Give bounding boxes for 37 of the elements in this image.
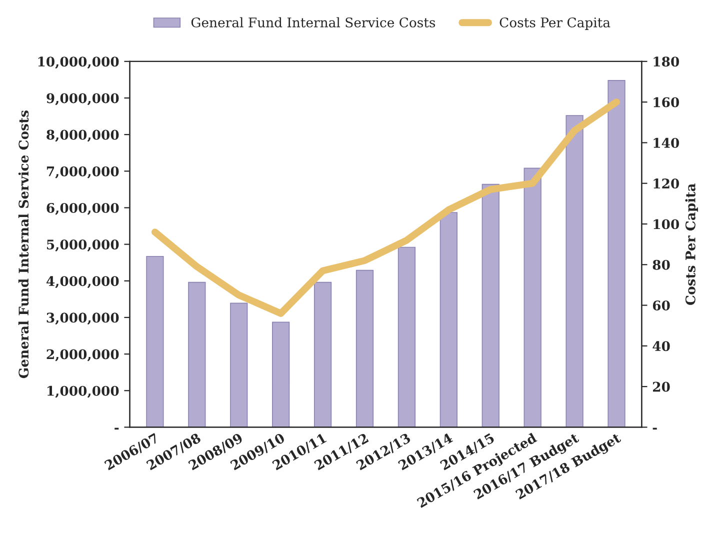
y2-tick-label: - bbox=[652, 428, 657, 430]
bar bbox=[608, 80, 626, 428]
y2-tick-label: 160 bbox=[654, 97, 680, 108]
y2-tick-label: 100 bbox=[654, 219, 680, 230]
bar bbox=[230, 302, 248, 428]
y-tick-label: 9,000,000 bbox=[46, 93, 119, 106]
bar bbox=[482, 184, 500, 428]
y2-tick-label: 180 bbox=[654, 56, 680, 67]
bar bbox=[188, 282, 206, 428]
y-tick-label: 4,000,000 bbox=[46, 276, 119, 288]
y2-tick-label: 140 bbox=[654, 138, 680, 148]
y-tick-label: 2,000,000 bbox=[46, 349, 119, 362]
bar bbox=[398, 246, 416, 428]
bar bbox=[272, 322, 290, 428]
y-tick-label: 8,000,000 bbox=[46, 130, 119, 142]
y-tick-label: 10,000,000 bbox=[38, 56, 119, 69]
bar bbox=[524, 168, 542, 428]
y2-tick-label: 40 bbox=[652, 341, 670, 352]
y-axis-title: General Fund Internal Service Costs bbox=[18, 110, 29, 378]
y-tick-label: 3,000,000 bbox=[46, 312, 119, 325]
y-tick-label: - bbox=[114, 428, 119, 430]
y-tick-label: 5,000,000 bbox=[46, 240, 119, 252]
y-tick-label: 1,000,000 bbox=[48, 386, 119, 398]
y2-tick-label: 60 bbox=[652, 300, 670, 310]
bar bbox=[146, 256, 164, 428]
y2-tick-label: 120 bbox=[654, 178, 680, 189]
bar bbox=[566, 115, 584, 428]
y-tick-label: 7,000,000 bbox=[46, 166, 119, 178]
y-tick-label: 6,000,000 bbox=[46, 202, 119, 215]
y2-axis-title: Costs Per Capita bbox=[685, 183, 698, 305]
legend-label: General Fund Internal Service Costs bbox=[191, 17, 436, 28]
bar bbox=[356, 270, 374, 428]
y2-tick-label: 20 bbox=[652, 382, 670, 392]
bar bbox=[440, 212, 458, 428]
legend-label: Costs Per Capita bbox=[500, 17, 610, 30]
bar bbox=[314, 282, 332, 428]
y2-tick-label: 80 bbox=[652, 260, 670, 270]
